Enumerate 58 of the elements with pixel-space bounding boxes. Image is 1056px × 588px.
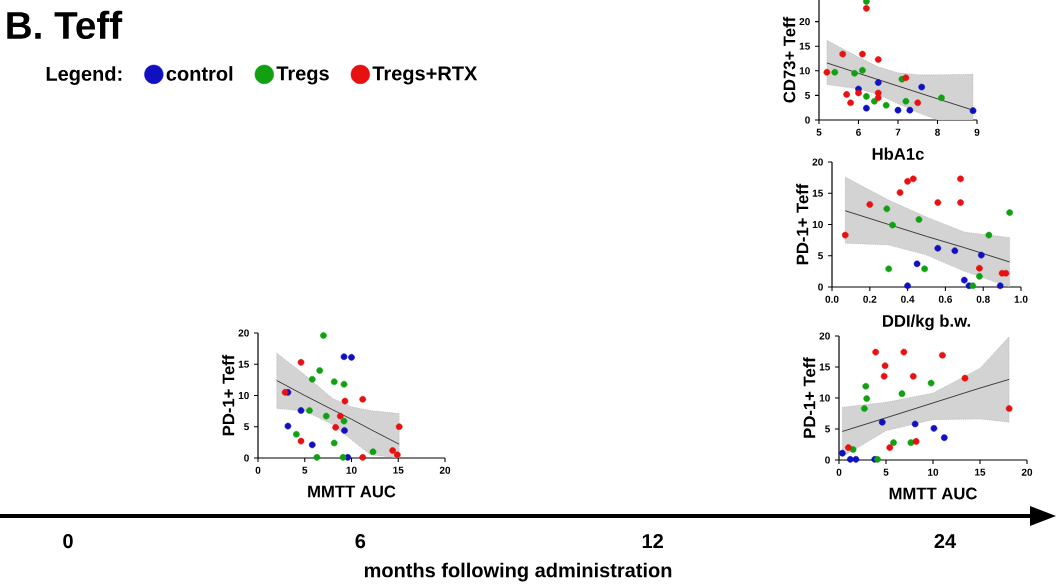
y-tick-label: 20: [799, 18, 810, 26]
text: months following administration: [364, 562, 672, 582]
x-tick-label: 0.6: [938, 295, 952, 303]
x-tick-label: 20: [439, 466, 451, 474]
y-tick-label: 20: [812, 158, 823, 166]
y-tick-label: 5: [818, 252, 824, 260]
y-tick-label: 5: [805, 91, 811, 99]
x-tick-label: 10: [346, 466, 357, 474]
y-tick-label: 10: [812, 220, 823, 229]
y-tick-label: 0: [805, 116, 810, 124]
x-axis-title: MMTT AUC: [308, 485, 396, 498]
y-tick-label: 10: [238, 391, 249, 400]
y-tick-label: 10: [819, 394, 830, 402]
y-tick-label: 15: [238, 360, 250, 368]
y-tick-label: 0: [818, 283, 823, 291]
category-label: 0: [63, 534, 73, 549]
y-tick-label: 0: [244, 454, 249, 462]
x-tick-label: 0.0: [825, 295, 839, 303]
y-tick-label: 20: [238, 329, 249, 337]
y-tick-label: 0: [825, 456, 830, 464]
y-axis-title: PD-1+ Teff: [222, 354, 235, 436]
x-tick-label: 0: [836, 468, 842, 476]
y-axis-title: PD-1+ Teff: [796, 183, 809, 265]
text: B. Teff: [7, 10, 123, 40]
x-tick-label: 0.2: [863, 295, 877, 303]
x-tick-label: 15: [975, 468, 986, 476]
y-axis-title: PD-1+ Teff: [803, 357, 816, 438]
y-tick-label: 10: [799, 67, 810, 75]
y-tick-label: 20: [819, 332, 830, 340]
y-tick-label: 15: [812, 189, 824, 197]
x-tick-label: 5: [883, 468, 889, 476]
x-tick-label: 0: [255, 466, 261, 474]
x-tick-label: 6: [856, 128, 861, 136]
category-label: 6: [355, 534, 366, 549]
legend-label: Tregs+RTX: [372, 66, 478, 85]
x-tick-label: 8: [935, 128, 940, 136]
x-axis-title: MMTT AUC: [889, 487, 977, 500]
x-tick-label: 10: [928, 468, 939, 476]
legend-label: Tregs: [276, 66, 329, 85]
x-tick-label: 5: [302, 466, 308, 474]
x-tick-label: 9: [974, 128, 980, 136]
legend-label: control: [166, 66, 233, 81]
category-label: 24: [934, 534, 957, 548]
x-tick-label: 20: [1021, 468, 1033, 476]
x-tick-label: 7: [895, 128, 901, 136]
y-tick-label: 15: [819, 363, 831, 371]
y-tick-label: 5: [825, 425, 831, 433]
legend-title: Legend:: [46, 66, 122, 85]
category-label: 12: [642, 534, 663, 548]
x-tick-label: 15: [393, 466, 404, 474]
y-axis-title: CD73+ Teff: [783, 16, 796, 103]
x-tick-label: 0.4: [901, 295, 915, 303]
x-tick-label: 0.8: [976, 295, 990, 303]
x-axis-title: DDI/kg b.w.: [883, 314, 970, 331]
y-tick-label: 15: [799, 42, 811, 50]
y-tick-label: 5: [244, 423, 250, 431]
x-tick-label: 1.0: [1014, 295, 1028, 303]
x-axis-title: HbA1c: [872, 147, 924, 160]
